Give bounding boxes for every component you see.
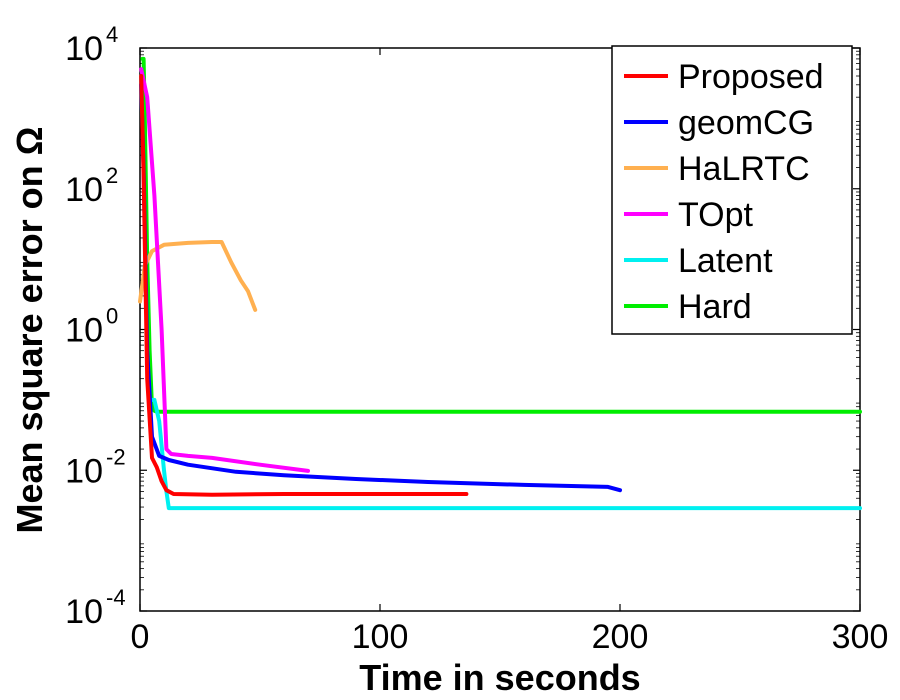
legend-entry: Hard — [624, 288, 752, 326]
series-line-halrtc — [138, 240, 258, 312]
y-tick-base: 10 — [65, 30, 103, 68]
y-tick-exponent: -2 — [106, 444, 126, 469]
y-tick-label: 10 4 — [65, 22, 118, 68]
legend-entry: geomCG — [624, 104, 814, 142]
legend-label: HaLRTC — [678, 150, 810, 188]
series-line-latent — [147, 397, 862, 511]
legend-label: TOpt — [678, 196, 754, 234]
legend-label: Latent — [678, 242, 773, 280]
y-tick-label: 10 2 — [65, 163, 118, 209]
y-tick-base: 10 — [65, 312, 103, 350]
series-line-topt — [139, 67, 310, 473]
y-tick-base: 10 — [65, 452, 103, 490]
x-tick-label: 100 — [352, 618, 409, 656]
legend-label: geomCG — [678, 104, 814, 142]
x-tick-labels: 0 100 200 300 — [131, 618, 889, 656]
y-tick-exponent: 2 — [106, 163, 118, 188]
x-tick-label: 0 — [131, 618, 150, 656]
y-tick-base: 10 — [65, 593, 103, 631]
y-tick-base: 10 — [65, 171, 103, 209]
series-lines — [138, 56, 862, 511]
legend-entry: TOpt — [624, 196, 754, 234]
y-tick-label: 10 -4 — [65, 585, 125, 631]
legend-box — [611, 45, 853, 335]
y-tick-exponent: 0 — [106, 304, 118, 329]
legend-entry: HaLRTC — [624, 150, 810, 188]
y-axis-label: Mean square error on Ω — [9, 127, 50, 534]
series-line-proposed — [139, 74, 469, 497]
legend: Proposed geomCG HaLRTC TOpt Latent Hard — [611, 45, 853, 335]
y-tick-label: 10 -2 — [65, 444, 125, 490]
legend-label: Proposed — [678, 58, 824, 96]
legend-label: Hard — [678, 288, 752, 326]
x-tick-label: 300 — [832, 618, 889, 656]
y-tick-exponent: 4 — [106, 22, 118, 47]
legend-entry: Latent — [624, 242, 773, 280]
x-tick-label: 200 — [592, 618, 649, 656]
y-tick-exponent: -4 — [106, 585, 126, 610]
legend-entry: Proposed — [624, 58, 824, 96]
y-tick-label: 10 0 — [65, 304, 118, 350]
x-axis-label: Time in seconds — [359, 657, 640, 698]
